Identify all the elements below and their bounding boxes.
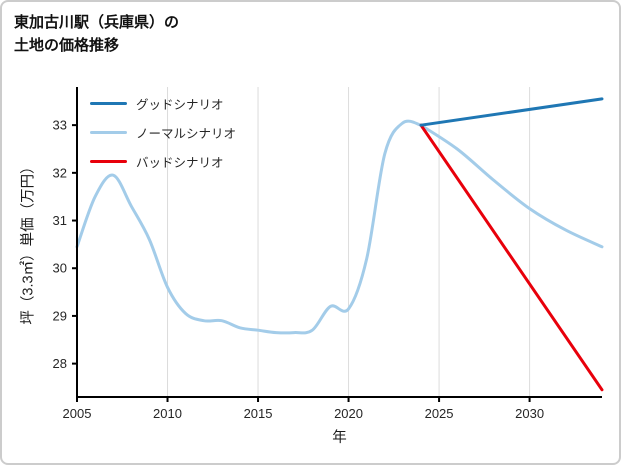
- x-tick-label-2010: 2010: [153, 406, 182, 421]
- x-tick-label-2015: 2015: [244, 406, 273, 421]
- legend-label-bad: バッドシナリオ: [136, 156, 224, 170]
- legend-line-swatch-bad: [90, 160, 127, 163]
- y-tick-label-29: 29: [53, 308, 67, 323]
- legend-item-normal: ノーマルシナリオ: [90, 123, 236, 142]
- legend-label-good: グッドシナリオ: [136, 98, 224, 112]
- legend-item-good: グッドシナリオ: [90, 94, 236, 113]
- y-axis-label: 坪（3.3㎡）単価（万円）: [20, 159, 37, 325]
- series-good-forecast: [419, 97, 604, 127]
- page-title-line1: 東加古川駅（兵庫県）の: [14, 14, 180, 31]
- legend-line-swatch-good: [90, 102, 127, 105]
- x-tick-label-2005: 2005: [63, 406, 92, 421]
- x-tick-label-2030: 2030: [515, 406, 544, 421]
- x-axis-label: 年: [332, 430, 347, 446]
- y-tick-label-28: 28: [53, 356, 67, 371]
- y-tick-label-31: 31: [53, 213, 67, 228]
- series-bad-forecast: [419, 123, 604, 392]
- x-tick-label-2025: 2025: [425, 406, 454, 421]
- series-history: [75, 119, 423, 335]
- x-tick-label-2020: 2020: [334, 406, 363, 421]
- legend-line-swatch-normal: [90, 131, 127, 134]
- series-normal-forecast: [419, 123, 604, 249]
- legend-label-normal: ノーマルシナリオ: [136, 127, 237, 141]
- legend: グッドシナリオ ノーマルシナリオ バッドシナリオ: [90, 94, 236, 171]
- page-title: 東加古川駅（兵庫県）の 土地の価格推移: [14, 12, 179, 57]
- page-title-line2: 土地の価格推移: [14, 36, 120, 54]
- y-tick-label-33: 33: [53, 118, 67, 133]
- legend-item-bad: バッドシナリオ: [90, 152, 236, 171]
- y-tick-label-32: 32: [53, 165, 67, 180]
- y-tick-label-30: 30: [53, 261, 67, 276]
